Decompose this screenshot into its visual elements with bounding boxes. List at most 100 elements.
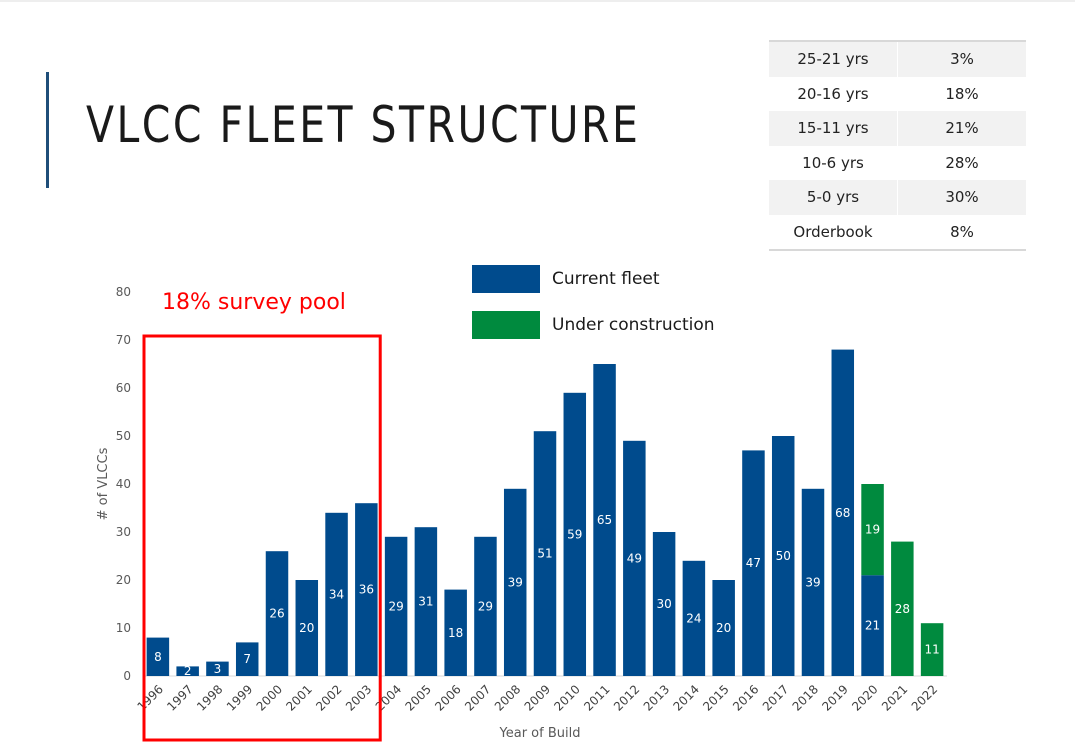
bar-data-label: 39 — [805, 575, 820, 589]
bar — [712, 580, 735, 676]
table-row: 5-0 yrs 30% — [769, 180, 1026, 215]
x-tick-label: 2005 — [403, 682, 434, 713]
bar-data-label: 21 — [865, 619, 880, 633]
x-tick-label: 2016 — [730, 682, 761, 713]
bar — [891, 541, 914, 676]
bar — [355, 503, 378, 676]
x-tick-label: 2019 — [819, 682, 850, 713]
table-row: 15-11 yrs 21% — [769, 111, 1026, 146]
page-title: VLCC FLEET STRUCTURE — [86, 96, 641, 154]
bar — [146, 637, 170, 676]
table-row: 20-16 yrs 18% — [769, 76, 1026, 111]
x-tick-label: 1996 — [135, 682, 166, 713]
y-tick-label: 10 — [116, 621, 131, 635]
x-tick-label: 2012 — [611, 682, 642, 713]
age-share: 21% — [897, 111, 1026, 146]
legend-label: Under construction — [552, 315, 715, 335]
bar — [682, 560, 706, 676]
y-tick-label: 30 — [116, 525, 131, 539]
top-border — [0, 0, 1075, 2]
bar-data-label: 65 — [597, 513, 612, 527]
legend-label: Current fleet — [552, 269, 660, 289]
x-tick-label: 2000 — [254, 682, 285, 713]
x-tick-label: 2004 — [373, 682, 404, 713]
x-tick-label: 2022 — [909, 682, 940, 713]
x-tick-label: 2002 — [313, 682, 344, 713]
bar-data-label: 29 — [478, 599, 493, 613]
bar-data-label: 11 — [924, 643, 939, 657]
age-label: 5-0 yrs — [769, 180, 898, 215]
bar-data-label: 8 — [154, 650, 162, 664]
x-tick-label: 1997 — [164, 682, 195, 713]
x-tick-label: 2008 — [492, 682, 523, 713]
bar — [176, 666, 199, 676]
legend-swatch — [472, 265, 540, 293]
x-axis-title: Year of Build — [499, 726, 581, 741]
x-tick-label: 2001 — [283, 682, 314, 713]
bar — [801, 488, 825, 676]
x-tick-label: 2006 — [432, 682, 463, 713]
bar — [384, 536, 408, 676]
x-tick-label: 2011 — [581, 682, 612, 713]
bar — [742, 450, 765, 676]
table-row: 25-21 yrs 3% — [769, 41, 1026, 77]
bar — [444, 589, 467, 676]
x-tick-label: 2009 — [522, 682, 553, 713]
x-tick-label: 2015 — [700, 682, 731, 713]
x-tick-label: 2014 — [671, 682, 702, 713]
x-tick-label: 2010 — [551, 682, 582, 713]
table-row: Orderbook 8% — [769, 214, 1026, 250]
bar — [593, 364, 616, 676]
y-tick-label: 70 — [116, 333, 131, 347]
age-share: 18% — [945, 84, 979, 103]
bar-data-label: 28 — [895, 602, 910, 616]
age-share: 30% — [897, 180, 1026, 215]
y-tick-label: 20 — [116, 573, 131, 587]
x-tick-label: 2003 — [343, 682, 374, 713]
bar — [623, 440, 646, 676]
age-share: 8% — [950, 222, 974, 241]
y-axis-title: # of VLCCs — [96, 447, 111, 520]
x-tick-label: 2007 — [462, 682, 493, 713]
bar-data-label: 2 — [184, 664, 192, 678]
bar — [265, 551, 289, 676]
age-label: 25-21 yrs — [769, 41, 898, 77]
bar — [503, 488, 527, 676]
age-label: Orderbook — [769, 214, 898, 250]
x-tick-label: 1999 — [224, 682, 255, 713]
table-row: 10-6 yrs 28% — [769, 145, 1026, 180]
bar-data-label: 68 — [835, 506, 850, 520]
y-tick-label: 40 — [116, 477, 131, 491]
y-tick-label: 0 — [123, 669, 131, 683]
bar-data-label: 36 — [359, 583, 374, 597]
y-tick-label: 60 — [116, 381, 131, 395]
bar-data-label: 26 — [269, 607, 284, 621]
bar-data-label: 47 — [746, 556, 761, 570]
x-tick-label: 2013 — [641, 682, 672, 713]
bar-data-label: 39 — [508, 575, 523, 589]
age-label: 20-16 yrs — [769, 76, 898, 111]
bar-data-label: 31 — [418, 595, 433, 609]
y-tick-label: 80 — [116, 285, 131, 299]
bar-data-label: 3 — [214, 662, 222, 676]
bar — [206, 661, 229, 676]
bar — [861, 484, 884, 576]
bar-data-label: 7 — [243, 652, 251, 666]
bar-data-label: 19 — [865, 523, 880, 537]
bar — [861, 575, 884, 676]
bar — [831, 349, 855, 676]
bar-data-label: 18 — [448, 626, 463, 640]
age-label: 10-6 yrs — [769, 145, 898, 180]
x-tick-label: 2018 — [790, 682, 821, 713]
bar-data-label: 51 — [537, 547, 552, 561]
bar — [295, 580, 319, 676]
bar-data-label: 49 — [627, 551, 642, 565]
x-tick-label: 2017 — [760, 682, 791, 713]
age-share: 3% — [897, 41, 1026, 77]
x-tick-label: 2021 — [879, 682, 910, 713]
bar-data-label: 20 — [716, 621, 731, 635]
bar-data-label: 24 — [686, 611, 701, 625]
title-accent-bar — [46, 72, 49, 188]
age-label: 15-11 yrs — [769, 111, 898, 146]
